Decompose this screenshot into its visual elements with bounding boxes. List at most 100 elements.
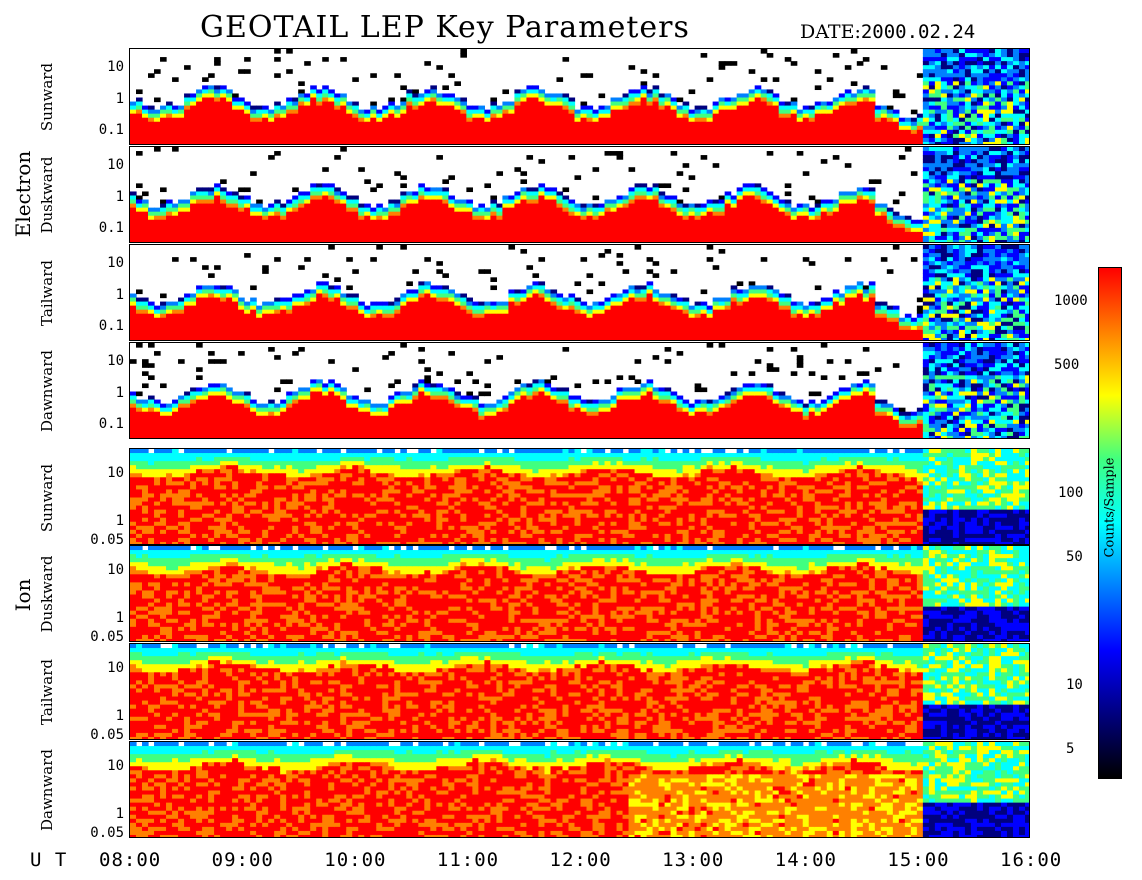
spectrogram-cell (382, 121, 389, 127)
spectrogram-cell (196, 105, 203, 111)
spectrogram-cell (346, 121, 353, 127)
spectrogram-cell (142, 215, 149, 221)
spectrogram-cell (940, 183, 948, 189)
spectrogram-cell (508, 321, 516, 327)
spectrogram-cell (622, 101, 630, 107)
spectrogram-cell (496, 321, 504, 327)
spectrogram-cell (664, 113, 672, 119)
spectrogram-cell (478, 337, 485, 340)
spectrogram-cell (442, 121, 449, 127)
spectrogram-cell (1012, 175, 1020, 180)
spectrogram-cell (382, 141, 389, 144)
spectrogram-cell (826, 231, 834, 237)
spectrogram-cell (304, 137, 311, 143)
spectrogram-cell (598, 215, 606, 221)
spectrogram-cell (460, 223, 467, 229)
spectrogram-cell (496, 125, 504, 131)
spectrogram-cell (670, 199, 678, 205)
spectrogram-cell (340, 235, 347, 241)
spectrogram-cell (628, 97, 636, 103)
spectrogram-cell (322, 309, 329, 315)
spectrogram-cell (196, 207, 203, 213)
spectrogram-cell (568, 215, 576, 221)
spectrogram-cell (208, 317, 215, 323)
spectrogram-cell (1018, 141, 1026, 144)
spectrogram-cell (130, 203, 137, 209)
spectrogram-cell (502, 125, 510, 131)
spectrogram-cell (616, 141, 624, 144)
spectrogram-cell (340, 231, 347, 237)
spectrogram-cell (982, 147, 990, 152)
spectrogram-cell (292, 231, 299, 237)
spectrogram-cell (406, 133, 413, 139)
spectrogram-cell (316, 231, 323, 237)
spectrogram-cell (256, 239, 263, 242)
spectrogram-cell (268, 325, 275, 331)
spectrogram-cell (340, 101, 347, 107)
spectrogram-cell (220, 301, 227, 307)
spectrogram-cell (874, 129, 882, 135)
spectrogram-cell (964, 159, 972, 164)
spectrogram-cell (520, 305, 528, 311)
spectrogram-cell (148, 329, 155, 335)
panel-label-electron-sunward: Sunward (38, 49, 56, 145)
spectrogram-cell (304, 235, 311, 241)
spectrogram-cell (544, 223, 552, 229)
spectrogram-cell (850, 137, 858, 143)
spectrogram-cell (568, 113, 576, 119)
spectrogram-cell (988, 89, 996, 95)
spectrogram-cell (178, 211, 185, 217)
spectrogram-cell (448, 223, 455, 229)
spectrogram-cell (418, 305, 425, 311)
spectrogram-cell (310, 219, 317, 225)
spectrogram-cell (880, 113, 888, 119)
spectrogram-cell (988, 105, 996, 111)
spectrogram-cell (874, 227, 882, 233)
spectrogram-cell (292, 309, 299, 315)
spectrogram-cell (922, 49, 930, 54)
spectrogram-cell (916, 121, 924, 127)
spectrogram-cell (292, 325, 299, 331)
spectrogram-cell (250, 337, 257, 340)
spectrogram-cell (862, 109, 870, 115)
spectrogram-cell (310, 239, 317, 242)
spectrogram-cell (256, 133, 263, 139)
spectrogram-cell (808, 239, 816, 242)
spectrogram-cell (850, 49, 858, 54)
spectrogram-cell (346, 199, 353, 205)
spectrogram-cell (262, 129, 269, 135)
spectrogram-cell (430, 93, 437, 99)
spectrogram-cell (208, 187, 215, 193)
spectrogram-cell (496, 215, 504, 221)
spectrogram-cell (436, 117, 443, 123)
spectrogram-cell (730, 137, 738, 143)
spectrogram-cell (394, 117, 401, 123)
spectrogram-cell (346, 239, 353, 242)
spectrogram-cell (574, 121, 582, 127)
spectrogram-cell (298, 207, 305, 213)
spectrogram-cell (658, 97, 666, 103)
spectrogram-cell (424, 219, 431, 225)
spectrogram-cell (484, 235, 491, 241)
spectrogram-cell (688, 239, 696, 242)
spectrogram-cell (814, 133, 822, 139)
spectrogram-cell (610, 133, 618, 139)
spectrogram-cell (382, 309, 389, 315)
spectrogram-cell (952, 183, 960, 189)
spectrogram-cell (142, 333, 149, 339)
spectrogram-cell (640, 125, 648, 131)
spectrogram-cell (532, 231, 540, 237)
spectrogram-cell (190, 235, 197, 241)
spectrogram-cell (298, 195, 305, 201)
spectrogram-cell (232, 105, 239, 111)
spectrogram-cell (616, 223, 624, 229)
spectrogram-cell (226, 317, 233, 323)
spectrogram-cell (988, 121, 996, 127)
spectrogram-cell (796, 109, 804, 115)
spectrogram-cell (508, 329, 516, 335)
spectrogram-cell (418, 125, 425, 131)
spectrogram-cell (982, 187, 990, 193)
spectrogram-cell (622, 141, 630, 144)
spectrogram-cell (988, 159, 996, 164)
spectrogram-cell (352, 105, 359, 111)
